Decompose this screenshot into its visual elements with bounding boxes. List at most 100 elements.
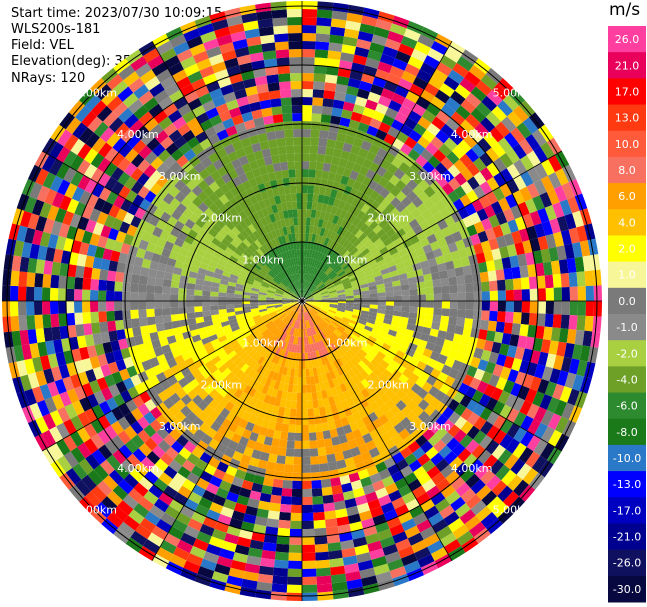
velocity-gate — [117, 157, 132, 172]
velocity-gate — [440, 156, 454, 170]
velocity-gate — [259, 347, 267, 357]
velocity-gate — [475, 506, 493, 522]
velocity-gate — [180, 173, 193, 186]
velocity-gate — [386, 260, 396, 269]
velocity-gate — [258, 291, 267, 296]
velocity-gate — [302, 97, 313, 106]
velocity-gate — [230, 186, 240, 198]
velocity-gate — [352, 137, 364, 148]
velocity-gate — [216, 263, 226, 271]
velocity-gate — [369, 293, 378, 298]
velocity-gate — [311, 233, 317, 243]
velocity-gate — [287, 209, 294, 219]
velocity-gate — [440, 123, 455, 138]
velocity-gate — [42, 413, 57, 430]
velocity-gate — [238, 200, 248, 211]
velocity-gate — [284, 218, 291, 227]
velocity-gate — [384, 388, 396, 400]
velocity-gate — [138, 283, 147, 293]
velocity-gate — [82, 312, 92, 324]
velocity-gate — [174, 167, 187, 180]
velocity-gate — [176, 76, 192, 90]
velocity-gate — [275, 129, 285, 140]
velocity-gate — [352, 180, 362, 191]
velocity-gate — [243, 311, 252, 317]
velocity-gate — [338, 158, 348, 168]
velocity-gate — [407, 532, 424, 546]
velocity-gate — [294, 440, 302, 449]
velocity-gate — [302, 520, 314, 529]
velocity-gate — [187, 229, 199, 239]
velocity-gate — [215, 246, 225, 255]
velocity-gate — [305, 302, 313, 307]
velocity-gate — [274, 347, 281, 356]
velocity-gate — [181, 351, 192, 361]
velocity-gate — [315, 431, 324, 441]
velocity-gate — [329, 291, 338, 296]
velocity-gate — [104, 425, 118, 440]
velocity-gate — [383, 133, 396, 146]
velocity-gate — [132, 139, 147, 154]
velocity-gate — [16, 225, 28, 242]
velocity-gate — [465, 473, 481, 489]
velocity-gate — [197, 326, 207, 335]
velocity-gate — [312, 495, 324, 505]
velocity-gate — [445, 490, 461, 505]
velocity-gate — [400, 553, 418, 567]
velocity-gate — [254, 399, 264, 410]
velocity-gate — [231, 270, 240, 277]
velocity-gate — [420, 62, 436, 76]
velocity-gate — [306, 265, 310, 274]
velocity-gate — [309, 153, 318, 162]
velocity-gate — [234, 331, 244, 339]
velocity-gate — [495, 211, 508, 226]
velocity-gate — [395, 262, 405, 271]
velocity-gate — [304, 291, 310, 298]
velocity-gate — [438, 322, 449, 332]
velocity-gate — [302, 169, 309, 178]
velocity-gate — [221, 355, 231, 364]
velocity-gate — [394, 85, 410, 98]
velocity-gate — [460, 98, 476, 114]
velocity-gate — [527, 167, 541, 183]
velocity-gate — [466, 162, 480, 177]
velocity-gate — [395, 179, 407, 192]
velocity-gate — [519, 400, 533, 416]
velocity-gate — [19, 374, 32, 392]
velocity-gate — [391, 251, 401, 261]
velocity-gate — [302, 225, 306, 234]
velocity-gate — [341, 239, 350, 249]
velocity-gate — [358, 425, 370, 437]
velocity-gate — [333, 500, 347, 511]
velocity-gate — [196, 112, 210, 125]
colorbar-swatch — [608, 78, 646, 106]
velocity-gate — [429, 192, 442, 205]
velocity-gate — [353, 294, 362, 299]
velocity-gate — [242, 180, 252, 191]
velocity-gate — [496, 279, 506, 291]
velocity-gate — [334, 266, 343, 274]
velocity-gate — [359, 313, 369, 319]
velocity-gate — [196, 344, 206, 354]
velocity-gate — [234, 502, 248, 514]
velocity-gate — [547, 413, 562, 430]
velocity-gate — [304, 303, 311, 310]
velocity-gate — [288, 258, 293, 267]
velocity-gate — [289, 536, 302, 545]
velocity-gate — [230, 404, 240, 416]
velocity-gate — [534, 223, 546, 238]
velocity-gate — [367, 350, 377, 359]
velocity-gate — [202, 305, 211, 312]
velocity-gate — [163, 123, 178, 137]
velocity-gate — [234, 378, 244, 389]
velocity-gate — [358, 360, 368, 370]
velocity-gate — [353, 297, 362, 301]
velocity-gate — [260, 312, 269, 317]
velocity-gate — [445, 117, 460, 132]
velocity-gate — [375, 487, 389, 499]
velocity-gate — [273, 255, 280, 265]
velocity-gate — [236, 536, 252, 548]
velocity-gate — [397, 267, 407, 276]
velocity-gate — [317, 283, 325, 290]
velocity-gate — [297, 273, 300, 282]
